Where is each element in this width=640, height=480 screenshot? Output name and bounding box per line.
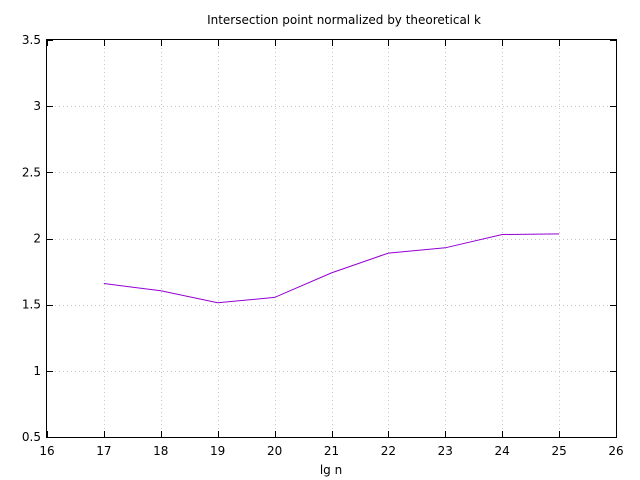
- x-axis-label: lg n: [320, 463, 342, 477]
- x-tick-label: 16: [39, 444, 54, 458]
- y-tick-label: 0.5: [22, 430, 41, 444]
- y-tick-label: 1.5: [22, 298, 41, 312]
- grid: [47, 40, 616, 437]
- series-layer: [103, 233, 560, 304]
- x-tick-label: 18: [153, 444, 168, 458]
- y-tick-labels: 0.5 1 1.5 2 2.5 3 3.5: [22, 33, 41, 444]
- plot-frame: [46, 39, 617, 438]
- series-line: [103, 233, 560, 304]
- y-tick-label: 3: [33, 99, 41, 113]
- x-tick-label: 17: [96, 444, 111, 458]
- x-tick-label: 24: [495, 444, 510, 458]
- x-tick-label: 21: [324, 444, 339, 458]
- x-tick-label: 22: [381, 444, 396, 458]
- y-tick-label: 2.5: [22, 165, 41, 179]
- x-tick-label: 19: [210, 444, 225, 458]
- x-tick-label: 26: [608, 444, 623, 458]
- y-tick-label: 1: [33, 364, 41, 378]
- x-tick-label: 23: [438, 444, 453, 458]
- y-tick-label: 3.5: [22, 33, 41, 47]
- x-tick-label: 20: [267, 444, 282, 458]
- y-tick-label: 2: [33, 232, 41, 246]
- ticks: [47, 40, 617, 438]
- chart-title: Intersection point normalized by theoret…: [207, 13, 481, 27]
- x-tick-labels: 16 17 18 19 20 21 22 23 24 25 26: [39, 444, 623, 458]
- x-tick-label: 25: [551, 444, 566, 458]
